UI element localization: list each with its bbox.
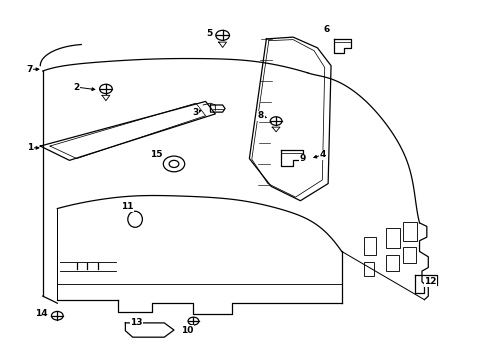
Bar [363, 237, 375, 255]
Text: 7: 7 [26, 65, 33, 74]
Bar [402, 222, 416, 241]
Text: 10: 10 [181, 325, 193, 334]
Text: 5: 5 [205, 29, 212, 38]
Text: 14: 14 [35, 309, 47, 318]
Text: 12: 12 [423, 277, 436, 286]
Bar [385, 228, 399, 248]
Bar [402, 247, 415, 263]
Text: 9: 9 [299, 154, 305, 163]
Text: 13: 13 [130, 318, 142, 327]
Text: 11: 11 [121, 202, 133, 211]
Text: 1: 1 [27, 143, 34, 152]
Bar [385, 255, 398, 271]
Text: 3: 3 [192, 108, 199, 117]
Text: 2: 2 [74, 83, 80, 92]
Text: 15: 15 [149, 150, 162, 159]
Text: 4: 4 [319, 150, 325, 159]
Bar [363, 262, 373, 276]
Text: 8: 8 [257, 111, 264, 120]
Text: 6: 6 [323, 26, 328, 35]
